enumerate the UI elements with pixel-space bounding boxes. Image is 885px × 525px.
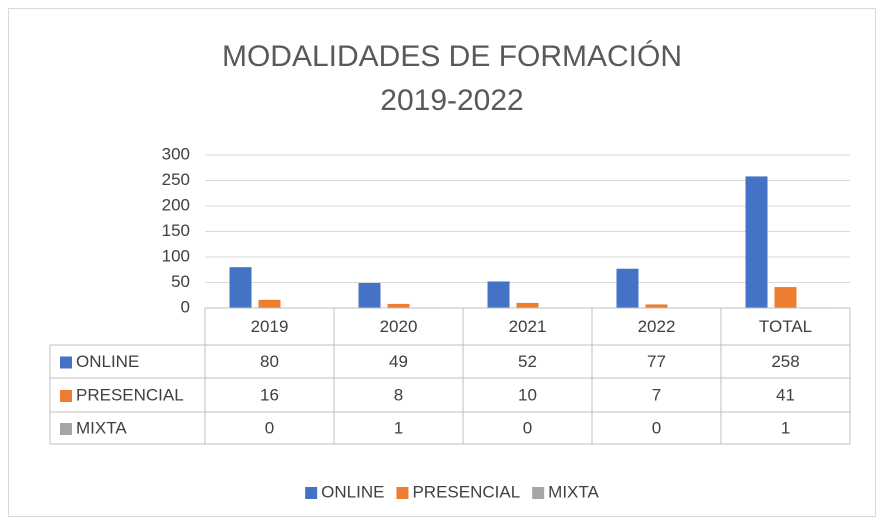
- chart-border: [8, 8, 876, 517]
- legend-key: [532, 487, 545, 499]
- y-tick-label: 0: [181, 297, 190, 316]
- table-row-label: ONLINE: [76, 352, 139, 371]
- chart-title: 2019-2022: [380, 84, 523, 117]
- bar: [745, 176, 768, 308]
- table-cell: 258: [771, 352, 799, 371]
- x-tick-label: 2022: [638, 317, 676, 336]
- bar: [358, 283, 381, 308]
- y-tick-label: 150: [162, 221, 190, 240]
- bar: [516, 302, 539, 308]
- table-legend-key: [60, 390, 72, 402]
- y-tick-label: 50: [171, 272, 190, 291]
- x-tick-label: 2019: [251, 317, 289, 336]
- legend-label: PRESENCIAL: [412, 482, 520, 501]
- bar: [487, 281, 510, 308]
- table-cell: 8: [394, 385, 403, 404]
- x-tick-label: TOTAL: [759, 317, 812, 336]
- legend-label: ONLINE: [321, 482, 384, 501]
- y-tick-label: 300: [162, 144, 190, 163]
- x-tick-label: 2021: [509, 317, 547, 336]
- table-cell: 77: [647, 352, 666, 371]
- table-cell: 0: [523, 418, 532, 437]
- bar: [229, 267, 252, 308]
- table-cell: 0: [652, 418, 661, 437]
- legend-key: [396, 487, 409, 499]
- table-cell: 80: [260, 352, 279, 371]
- table-legend-key: [60, 356, 72, 369]
- bar: [616, 268, 639, 308]
- table-cell: 41: [776, 385, 795, 404]
- table-legend-key: [60, 423, 72, 435]
- table-cell: 52: [518, 352, 537, 371]
- legend-key: [305, 487, 318, 499]
- table-cell: 1: [394, 418, 403, 437]
- table-cell: 16: [260, 385, 279, 404]
- table-cell: 0: [265, 418, 274, 437]
- table-cell: 49: [389, 352, 408, 371]
- table-cell: 7: [652, 385, 661, 404]
- y-tick-label: 100: [162, 246, 190, 265]
- chart-title: MODALIDADES DE FORMACIÓN: [222, 40, 682, 73]
- table-cell: 10: [518, 385, 537, 404]
- legend-label: MIXTA: [548, 482, 599, 501]
- table-cell: 1: [781, 418, 790, 437]
- bar: [258, 299, 281, 308]
- bar: [387, 303, 410, 308]
- bar: [645, 304, 668, 308]
- bar: [774, 287, 797, 308]
- y-tick-label: 250: [162, 170, 190, 189]
- table-row-label: MIXTA: [76, 418, 127, 437]
- y-tick-label: 200: [162, 195, 190, 214]
- table-row-label: PRESENCIAL: [76, 385, 184, 404]
- x-tick-label: 2020: [380, 317, 418, 336]
